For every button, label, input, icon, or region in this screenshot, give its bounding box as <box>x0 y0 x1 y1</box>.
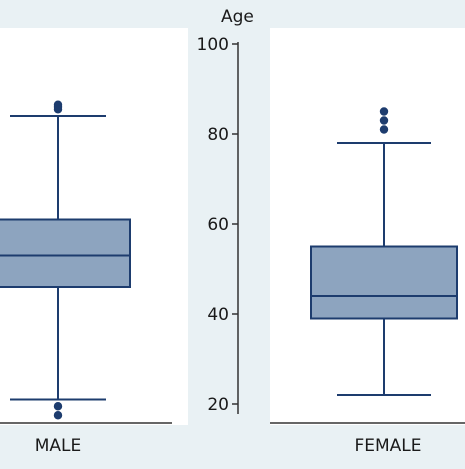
y-tick-label: 40 <box>207 305 229 325</box>
y-tick-label: 80 <box>207 125 229 145</box>
female-outlier-point <box>379 107 389 116</box>
y-tick-label: 100 <box>197 35 229 55</box>
y-tick-label: 60 <box>207 215 229 235</box>
male-outlier-point <box>53 402 63 411</box>
panel-right-background <box>270 28 465 425</box>
category-label-male: MALE <box>35 436 82 456</box>
male-outlier-point <box>53 411 63 420</box>
y-tick-label: 20 <box>207 395 229 415</box>
male-outlier-point <box>53 105 63 114</box>
y-axis-title: Age <box>221 7 254 27</box>
category-label-female: FEMALE <box>354 436 421 456</box>
male-box <box>0 218 131 288</box>
female-box <box>310 245 458 320</box>
female-outlier-point <box>379 116 389 125</box>
female-outlier-point <box>379 125 389 134</box>
